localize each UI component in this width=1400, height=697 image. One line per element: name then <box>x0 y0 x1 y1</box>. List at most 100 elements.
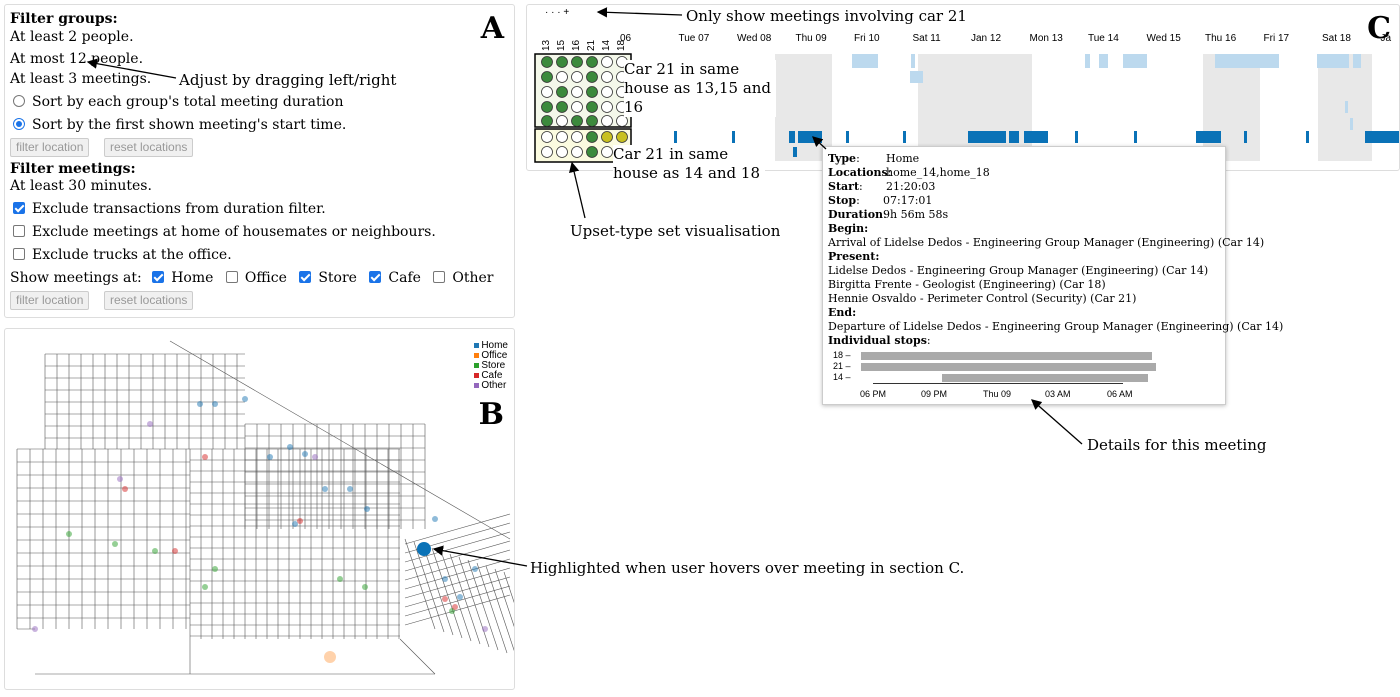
exclude-trucks-option[interactable]: Exclude trucks at the office. <box>13 247 232 263</box>
max-people-slider[interactable]: At most 12 people. <box>10 51 144 67</box>
axis-tick: 06 PM <box>860 389 887 399</box>
reset-locations-button[interactable]: reset locations <box>104 138 194 157</box>
date-label: Tue 07 <box>678 33 710 44</box>
street <box>413 541 445 633</box>
street <box>422 544 454 636</box>
set-membership-dot <box>601 115 613 127</box>
night-band <box>918 54 975 161</box>
type-office-option[interactable]: Office <box>225 270 287 286</box>
meeting-bar-light <box>910 71 923 83</box>
location-dot <box>66 531 72 537</box>
exclude-transactions-checkbox[interactable] <box>13 202 25 214</box>
reset-locations-button-2[interactable]: reset locations <box>104 291 194 310</box>
location-dot <box>242 396 248 402</box>
min-people-slider[interactable]: At least 2 people. <box>10 29 134 45</box>
set-membership-dot <box>586 71 598 83</box>
sort-start-radio[interactable] <box>13 118 25 130</box>
type-home-checkbox[interactable] <box>152 271 165 283</box>
location-dot <box>202 454 208 460</box>
type-cafe-option[interactable]: Cafe <box>369 270 421 286</box>
legend-store: Store <box>474 361 508 371</box>
filter-location-button-2[interactable]: filter location <box>10 291 90 310</box>
type-cafe-checkbox[interactable] <box>369 271 382 283</box>
street <box>399 638 436 675</box>
meeting-bar-light <box>1085 54 1090 68</box>
set-membership-dot <box>556 71 568 83</box>
set-membership-dot <box>601 86 613 98</box>
meeting-bar-light <box>1353 54 1361 68</box>
location-dot <box>362 584 368 590</box>
filter-location-button[interactable]: filter location <box>10 138 90 157</box>
street <box>440 550 472 642</box>
meeting-bar-light <box>1215 54 1279 68</box>
type-store-option[interactable]: Store <box>299 270 357 286</box>
location-dot <box>432 516 438 522</box>
stop-row-label: 18 – <box>833 350 851 360</box>
meeting-timeline[interactable] <box>527 5 1399 170</box>
meeting-bar <box>1075 131 1078 143</box>
type-store-checkbox[interactable] <box>299 271 312 283</box>
set-membership-dot <box>541 146 553 158</box>
details-annotation: Details for this meeting <box>1087 436 1267 454</box>
stop-bar-21 <box>861 363 1156 371</box>
upset-set-grid <box>534 53 632 163</box>
min-meetings-slider[interactable]: At least 3 meetings. <box>10 71 152 87</box>
set-membership-dot <box>586 86 598 98</box>
location-dot <box>212 566 218 572</box>
type-other-option[interactable]: Other <box>433 270 494 286</box>
present-person: Birgitta Frente - Geologist (Engineering… <box>828 278 1106 291</box>
meeting-bar <box>1134 131 1137 143</box>
meeting-bar <box>968 131 1006 143</box>
meeting-bar <box>674 131 677 143</box>
location-dot <box>302 451 308 457</box>
set-membership-dot <box>586 131 598 143</box>
panel-letter-c: C <box>1367 11 1391 46</box>
sort-start-option[interactable]: Sort by the first shown meeting's start … <box>13 117 346 133</box>
meeting-bar-light <box>852 54 878 68</box>
date-label: Jan 12 <box>971 33 1002 44</box>
min-minutes-slider[interactable]: At least 30 minutes. <box>10 178 152 194</box>
exclude-home-option[interactable]: Exclude meetings at home of housemates o… <box>13 224 436 240</box>
location-dot <box>147 421 153 427</box>
legend-office: Office <box>474 351 508 361</box>
axis-tick: 03 AM <box>1045 389 1071 399</box>
location-dot <box>297 518 303 524</box>
set-membership-dot <box>541 115 553 127</box>
meeting-bars <box>674 54 1399 157</box>
details-arrow <box>1031 399 1083 445</box>
upset-annotation: Upset-type set visualisation <box>570 222 781 240</box>
set-membership-dot <box>556 56 568 68</box>
city-map[interactable] <box>5 329 514 689</box>
set-membership-dot <box>601 146 613 158</box>
panel-letter-b: B <box>478 397 504 432</box>
show-meetings-label: Show meetings at: <box>10 270 142 286</box>
location-dot <box>457 594 463 600</box>
street <box>404 576 511 608</box>
type-office-checkbox[interactable] <box>225 271 238 283</box>
date-label: Thu 09 <box>795 33 827 44</box>
meeting-bar <box>732 131 735 143</box>
exclude-transactions-option[interactable]: Exclude transactions from duration filte… <box>13 201 326 217</box>
sort-duration-radio[interactable] <box>13 95 25 107</box>
meeting-bar <box>1306 131 1309 143</box>
type-other-checkbox[interactable] <box>433 271 446 283</box>
location-dot <box>197 401 203 407</box>
set-membership-dot <box>556 131 568 143</box>
stop-row-label: 14 – <box>833 372 851 382</box>
set-membership-dot <box>541 131 553 143</box>
meeting-stop: 07:17:01 <box>883 194 933 207</box>
set-membership-dot <box>541 101 553 113</box>
type-home-option[interactable]: Home <box>152 270 213 286</box>
sort-duration-option[interactable]: Sort by each group's total meeting durat… <box>13 94 344 110</box>
location-dots <box>32 396 488 663</box>
meeting-bar <box>1024 131 1048 143</box>
drag-annotation: Adjust by dragging left/right <box>179 71 397 89</box>
car-filter-marker[interactable]: · · · + <box>545 7 570 18</box>
set-membership-dot <box>571 56 583 68</box>
exclude-trucks-checkbox[interactable] <box>13 248 25 260</box>
street <box>467 559 499 651</box>
location-dot <box>442 596 448 602</box>
meeting-bar <box>798 131 822 143</box>
exclude-home-checkbox[interactable] <box>13 225 25 237</box>
meeting-bar <box>846 131 849 143</box>
